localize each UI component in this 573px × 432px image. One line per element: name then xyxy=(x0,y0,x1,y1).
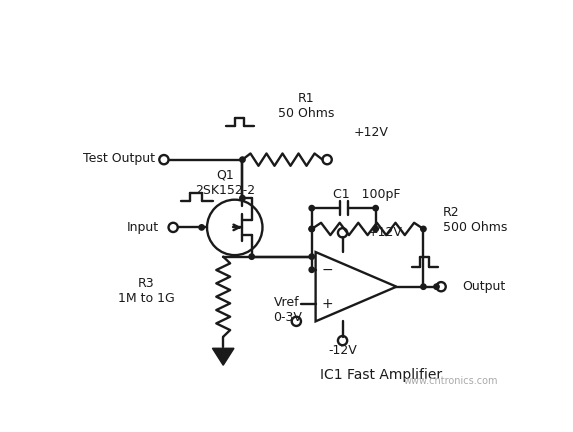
Circle shape xyxy=(199,225,205,230)
Circle shape xyxy=(373,226,378,232)
Text: Test Output: Test Output xyxy=(83,152,155,165)
Text: C1   100pF: C1 100pF xyxy=(332,188,400,201)
Text: +12V: +12V xyxy=(354,126,389,139)
Text: Vref
0-3V: Vref 0-3V xyxy=(273,296,301,324)
Circle shape xyxy=(309,206,315,211)
Circle shape xyxy=(434,284,439,289)
Text: R1
50 Ohms: R1 50 Ohms xyxy=(278,92,335,120)
Circle shape xyxy=(373,206,378,211)
Circle shape xyxy=(240,157,245,162)
Text: www.cntronics.com: www.cntronics.com xyxy=(403,376,497,386)
Text: +: + xyxy=(321,297,333,311)
Circle shape xyxy=(309,226,315,232)
Text: +12V: +12V xyxy=(367,226,402,239)
Polygon shape xyxy=(213,348,234,365)
Circle shape xyxy=(309,226,315,232)
Text: Output: Output xyxy=(462,280,506,293)
Text: R2
500 Ohms: R2 500 Ohms xyxy=(443,206,507,234)
Circle shape xyxy=(421,284,426,289)
Text: R3
1M to 1G: R3 1M to 1G xyxy=(118,276,175,305)
Text: Q1
2SK152-2: Q1 2SK152-2 xyxy=(195,169,256,197)
Circle shape xyxy=(240,195,245,201)
Text: -12V: -12V xyxy=(328,344,357,357)
Circle shape xyxy=(249,254,254,259)
Circle shape xyxy=(309,254,315,259)
Circle shape xyxy=(421,226,426,232)
Text: −: − xyxy=(321,263,333,277)
Circle shape xyxy=(309,267,315,273)
Text: IC1 Fast Amplifier: IC1 Fast Amplifier xyxy=(320,368,442,382)
Text: Input: Input xyxy=(127,221,159,234)
